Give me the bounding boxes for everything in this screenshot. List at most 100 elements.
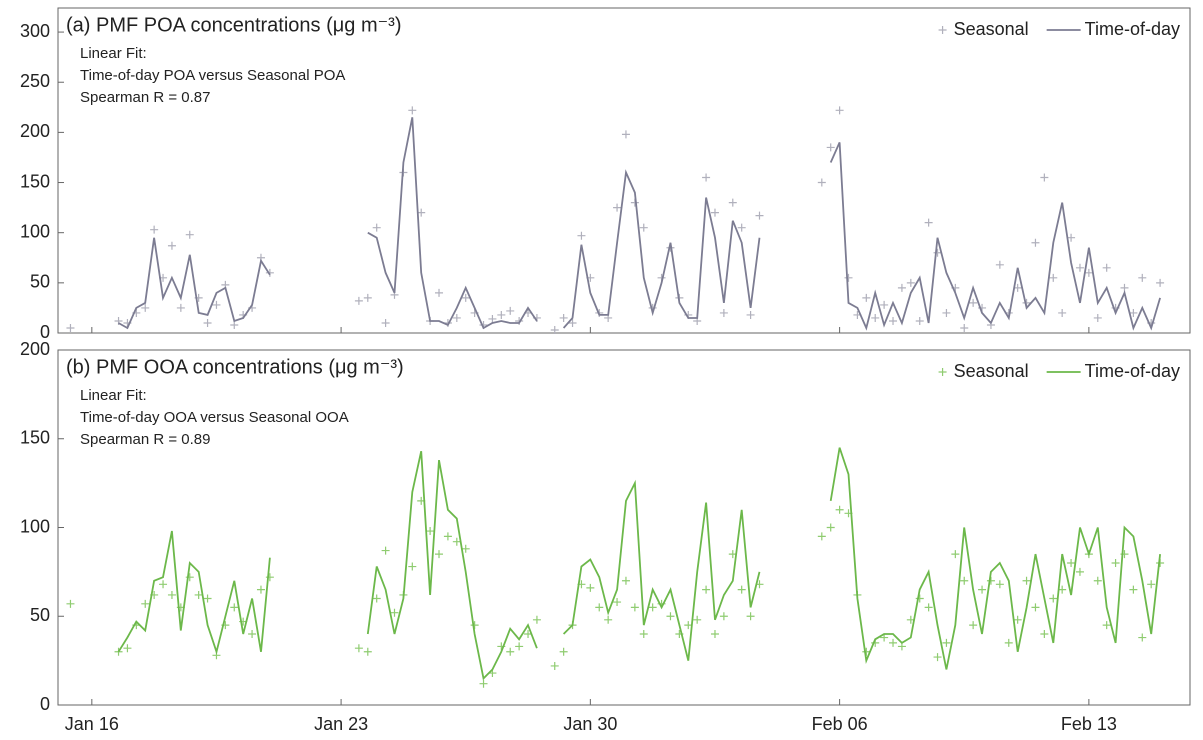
seasonal-marker [577, 231, 586, 240]
seasonal-marker [1049, 273, 1058, 282]
seasonal-marker [230, 320, 239, 329]
seasonal-marker [515, 642, 524, 651]
seasonal-marker [1031, 238, 1040, 247]
seasonal-marker [969, 298, 978, 307]
y-tick-label: 100 [20, 516, 50, 536]
seasonal-marker [719, 308, 728, 317]
seasonal-marker [506, 306, 515, 315]
seasonal-marker [167, 590, 176, 599]
seasonal-marker [230, 603, 239, 612]
seasonal-marker [986, 576, 995, 585]
seasonal-marker [248, 630, 257, 638]
seasonal-marker [1013, 615, 1022, 624]
seasonal-marker [123, 644, 132, 653]
seasonal-marker [951, 550, 960, 559]
seasonal-marker [817, 532, 826, 541]
seasonal-marker [372, 594, 381, 603]
seasonal-marker [1093, 313, 1102, 322]
seasonal-marker [559, 647, 568, 656]
seasonal-marker [194, 590, 203, 599]
seasonal-marker [141, 303, 150, 312]
seasonal-marker [702, 173, 711, 182]
x-tick-label: Jan 16 [65, 714, 119, 734]
seasonal-marker [746, 612, 755, 621]
annotation: Time-of-day POA versus Seasonal POA [80, 67, 345, 84]
y-tick-label: 50 [30, 272, 50, 292]
seasonal-marker [435, 550, 444, 559]
seasonal-marker [639, 630, 648, 638]
seasonal-marker [443, 532, 452, 541]
seasonal-marker [604, 615, 613, 624]
seasonal-marker [461, 293, 470, 302]
seasonal-marker [942, 638, 951, 647]
seasonal-marker [844, 273, 853, 282]
annotation: Time-of-day OOA versus Seasonal OOA [80, 409, 349, 426]
seasonal-marker [1040, 630, 1049, 638]
seasonal-marker [835, 106, 844, 115]
seasonal-marker [1075, 263, 1084, 272]
seasonal-marker [648, 603, 657, 612]
legend-label: Time-of-day [1085, 361, 1180, 381]
y-tick-label: 150 [20, 171, 50, 191]
seasonal-marker [1138, 633, 1147, 642]
seasonal-marker [1084, 268, 1093, 277]
annotation: Linear Fit: [80, 45, 147, 62]
annotation: Linear Fit: [80, 387, 147, 404]
seasonal-marker [1111, 559, 1120, 567]
legend-label: Seasonal [954, 361, 1029, 381]
seasonal-marker [1075, 567, 1084, 576]
x-tick-label: Feb 13 [1061, 714, 1117, 734]
seasonal-marker [924, 603, 933, 612]
seasonal-marker [826, 143, 835, 152]
y-tick-label: 300 [20, 21, 50, 41]
seasonal-marker [479, 679, 488, 688]
seasonal-marker [185, 230, 194, 239]
seasonal-marker [746, 310, 755, 319]
plot-frame [57, 7, 1191, 334]
time-of-day-line [829, 447, 1161, 670]
seasonal-marker [1156, 278, 1165, 287]
panel-title: (b) PMF OOA concentrations (μg m⁻³) [66, 356, 404, 378]
legend-key [938, 368, 947, 376]
seasonal-marker [702, 585, 711, 594]
seasonal-marker [470, 621, 479, 630]
y-tick-label: 0 [40, 694, 50, 714]
seasonal-marker [835, 505, 844, 514]
seasonal-marker [66, 323, 75, 332]
seasonal-marker [532, 615, 541, 624]
seasonal-marker [497, 310, 506, 319]
time-of-day-line [562, 479, 761, 661]
seasonal-marker [630, 603, 639, 612]
seasonal-marker [381, 546, 390, 555]
seasonal-marker [354, 296, 363, 305]
seasonal-marker [66, 599, 75, 608]
seasonal-marker [461, 544, 470, 553]
seasonal-marker [1147, 580, 1156, 589]
legend-label: Seasonal [954, 19, 1029, 39]
time-of-day-line [562, 169, 761, 329]
seasonal-marker [586, 583, 595, 592]
y-tick-label: 100 [20, 221, 50, 241]
seasonal-marker [666, 612, 675, 621]
seasonal-marker [435, 288, 444, 297]
seasonal-marker [880, 300, 889, 309]
seasonal-marker [915, 316, 924, 325]
seasonal-marker [1067, 559, 1076, 567]
y-tick-label: 200 [20, 121, 50, 141]
seasonal-marker [817, 178, 826, 187]
seasonal-marker [1022, 576, 1031, 585]
legend-key [938, 26, 947, 34]
seasonal-marker [568, 318, 577, 327]
seasonal-marker [354, 644, 363, 653]
seasonal-marker [1120, 283, 1129, 292]
y-tick-label: 250 [20, 71, 50, 91]
seasonal-marker [826, 523, 835, 532]
seasonal-marker [755, 211, 764, 220]
seasonal-marker [363, 293, 372, 302]
seasonal-marker [1067, 233, 1076, 242]
seasonal-marker [408, 106, 417, 115]
time-of-day-line [118, 237, 271, 330]
seasonal-marker [381, 318, 390, 327]
